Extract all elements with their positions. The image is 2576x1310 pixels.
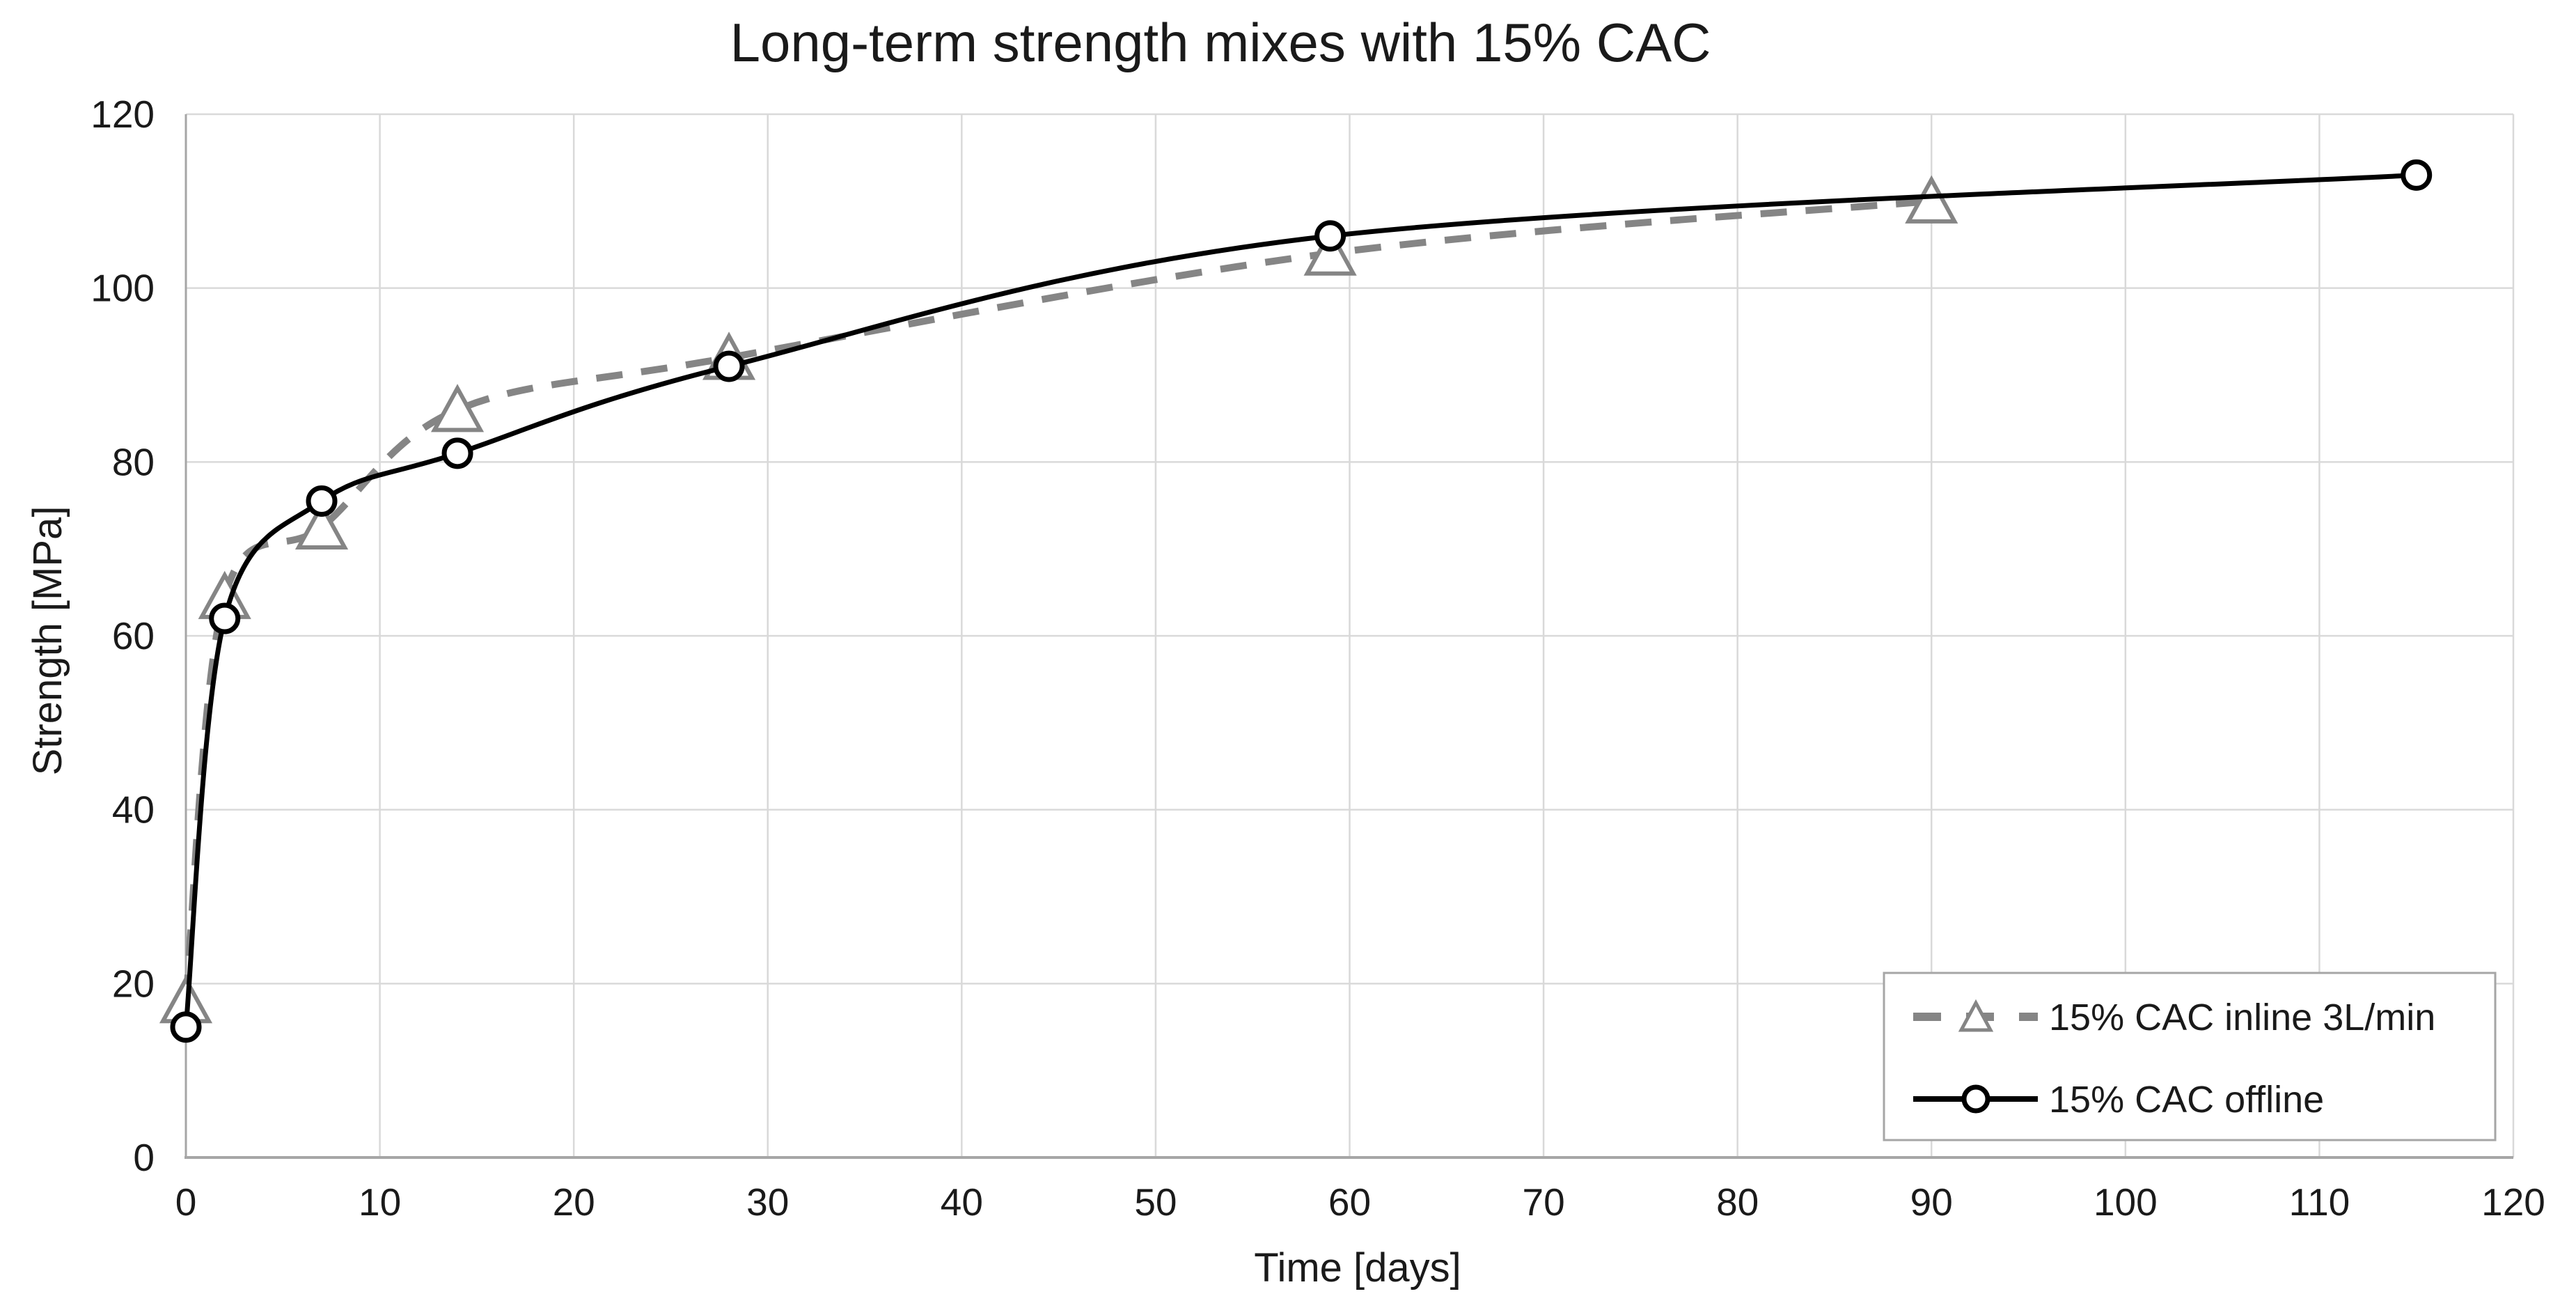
legend-item-inline: 15% CAC inline 3L/min: [1913, 997, 2435, 1038]
x-tick-label: 60: [1328, 1180, 1371, 1224]
x-axis-title: Time [days]: [1254, 1245, 1461, 1290]
circle-marker: [441, 437, 473, 469]
legend-label-inline: 15% CAC inline 3L/min: [2049, 997, 2435, 1038]
x-tick-label: 0: [175, 1180, 197, 1224]
triangle-marker: [430, 384, 485, 432]
x-tick-label: 30: [746, 1180, 789, 1224]
chart-title: Long-term strength mixes with 15% CAC: [730, 12, 1711, 73]
circle-marker: [713, 350, 745, 382]
x-tick-label: 20: [553, 1180, 595, 1224]
circle-marker: [1314, 220, 1346, 252]
triangle-marker: [294, 501, 349, 549]
legend-box: [1883, 972, 2497, 1141]
series-line: [182, 197, 1932, 1001]
legend-triangle-icon: [1958, 999, 1994, 1032]
x-tick-label: 80: [1716, 1180, 1759, 1224]
y-tick-label: 60: [112, 614, 155, 657]
triangle-marker: [1303, 227, 1357, 276]
y-axis-title: Strength [MPa]: [25, 506, 70, 776]
legend: 15% CAC inline 3L/min 15% CAC offline: [1883, 972, 2497, 1141]
series-line: [183, 172, 2417, 1028]
y-tick-label: 20: [112, 962, 155, 1005]
circle-marker: [209, 602, 241, 634]
tick-labels: 0 10 20 30 40 50 60 70 80 90 100 110 120 0 20 40 60 80 100…: [91, 93, 2545, 1224]
y-tick-label: 80: [112, 440, 155, 483]
legend-circle-icon: [1961, 1084, 1990, 1114]
x-tick-label: 50: [1134, 1180, 1177, 1224]
series-layer: [159, 159, 2433, 1043]
x-tick-label: 10: [359, 1180, 401, 1224]
y-tick-label: 40: [112, 788, 155, 832]
y-tick-label: 120: [91, 93, 155, 136]
legend-item-offline: 15% CAC offline: [1913, 1079, 2324, 1121]
x-tick-label: 90: [1910, 1180, 1953, 1224]
circle-marker: [2401, 159, 2433, 191]
circle-marker: [306, 485, 338, 517]
x-tick-label: 40: [941, 1180, 983, 1224]
triangle-marker: [1905, 175, 1958, 224]
circle-marker: [170, 1011, 202, 1043]
series-offline: [170, 159, 2433, 1043]
x-tick-label: 120: [2481, 1180, 2545, 1224]
legend-label-offline: 15% CAC offline: [2049, 1079, 2324, 1121]
x-tick-label: 100: [2094, 1180, 2158, 1224]
x-tick-label: 110: [2289, 1180, 2350, 1224]
x-tick-label: 70: [1522, 1180, 1564, 1224]
y-tick-label: 100: [91, 267, 155, 310]
y-tick-label: 0: [133, 1136, 155, 1179]
series-inline: [159, 175, 1958, 1024]
